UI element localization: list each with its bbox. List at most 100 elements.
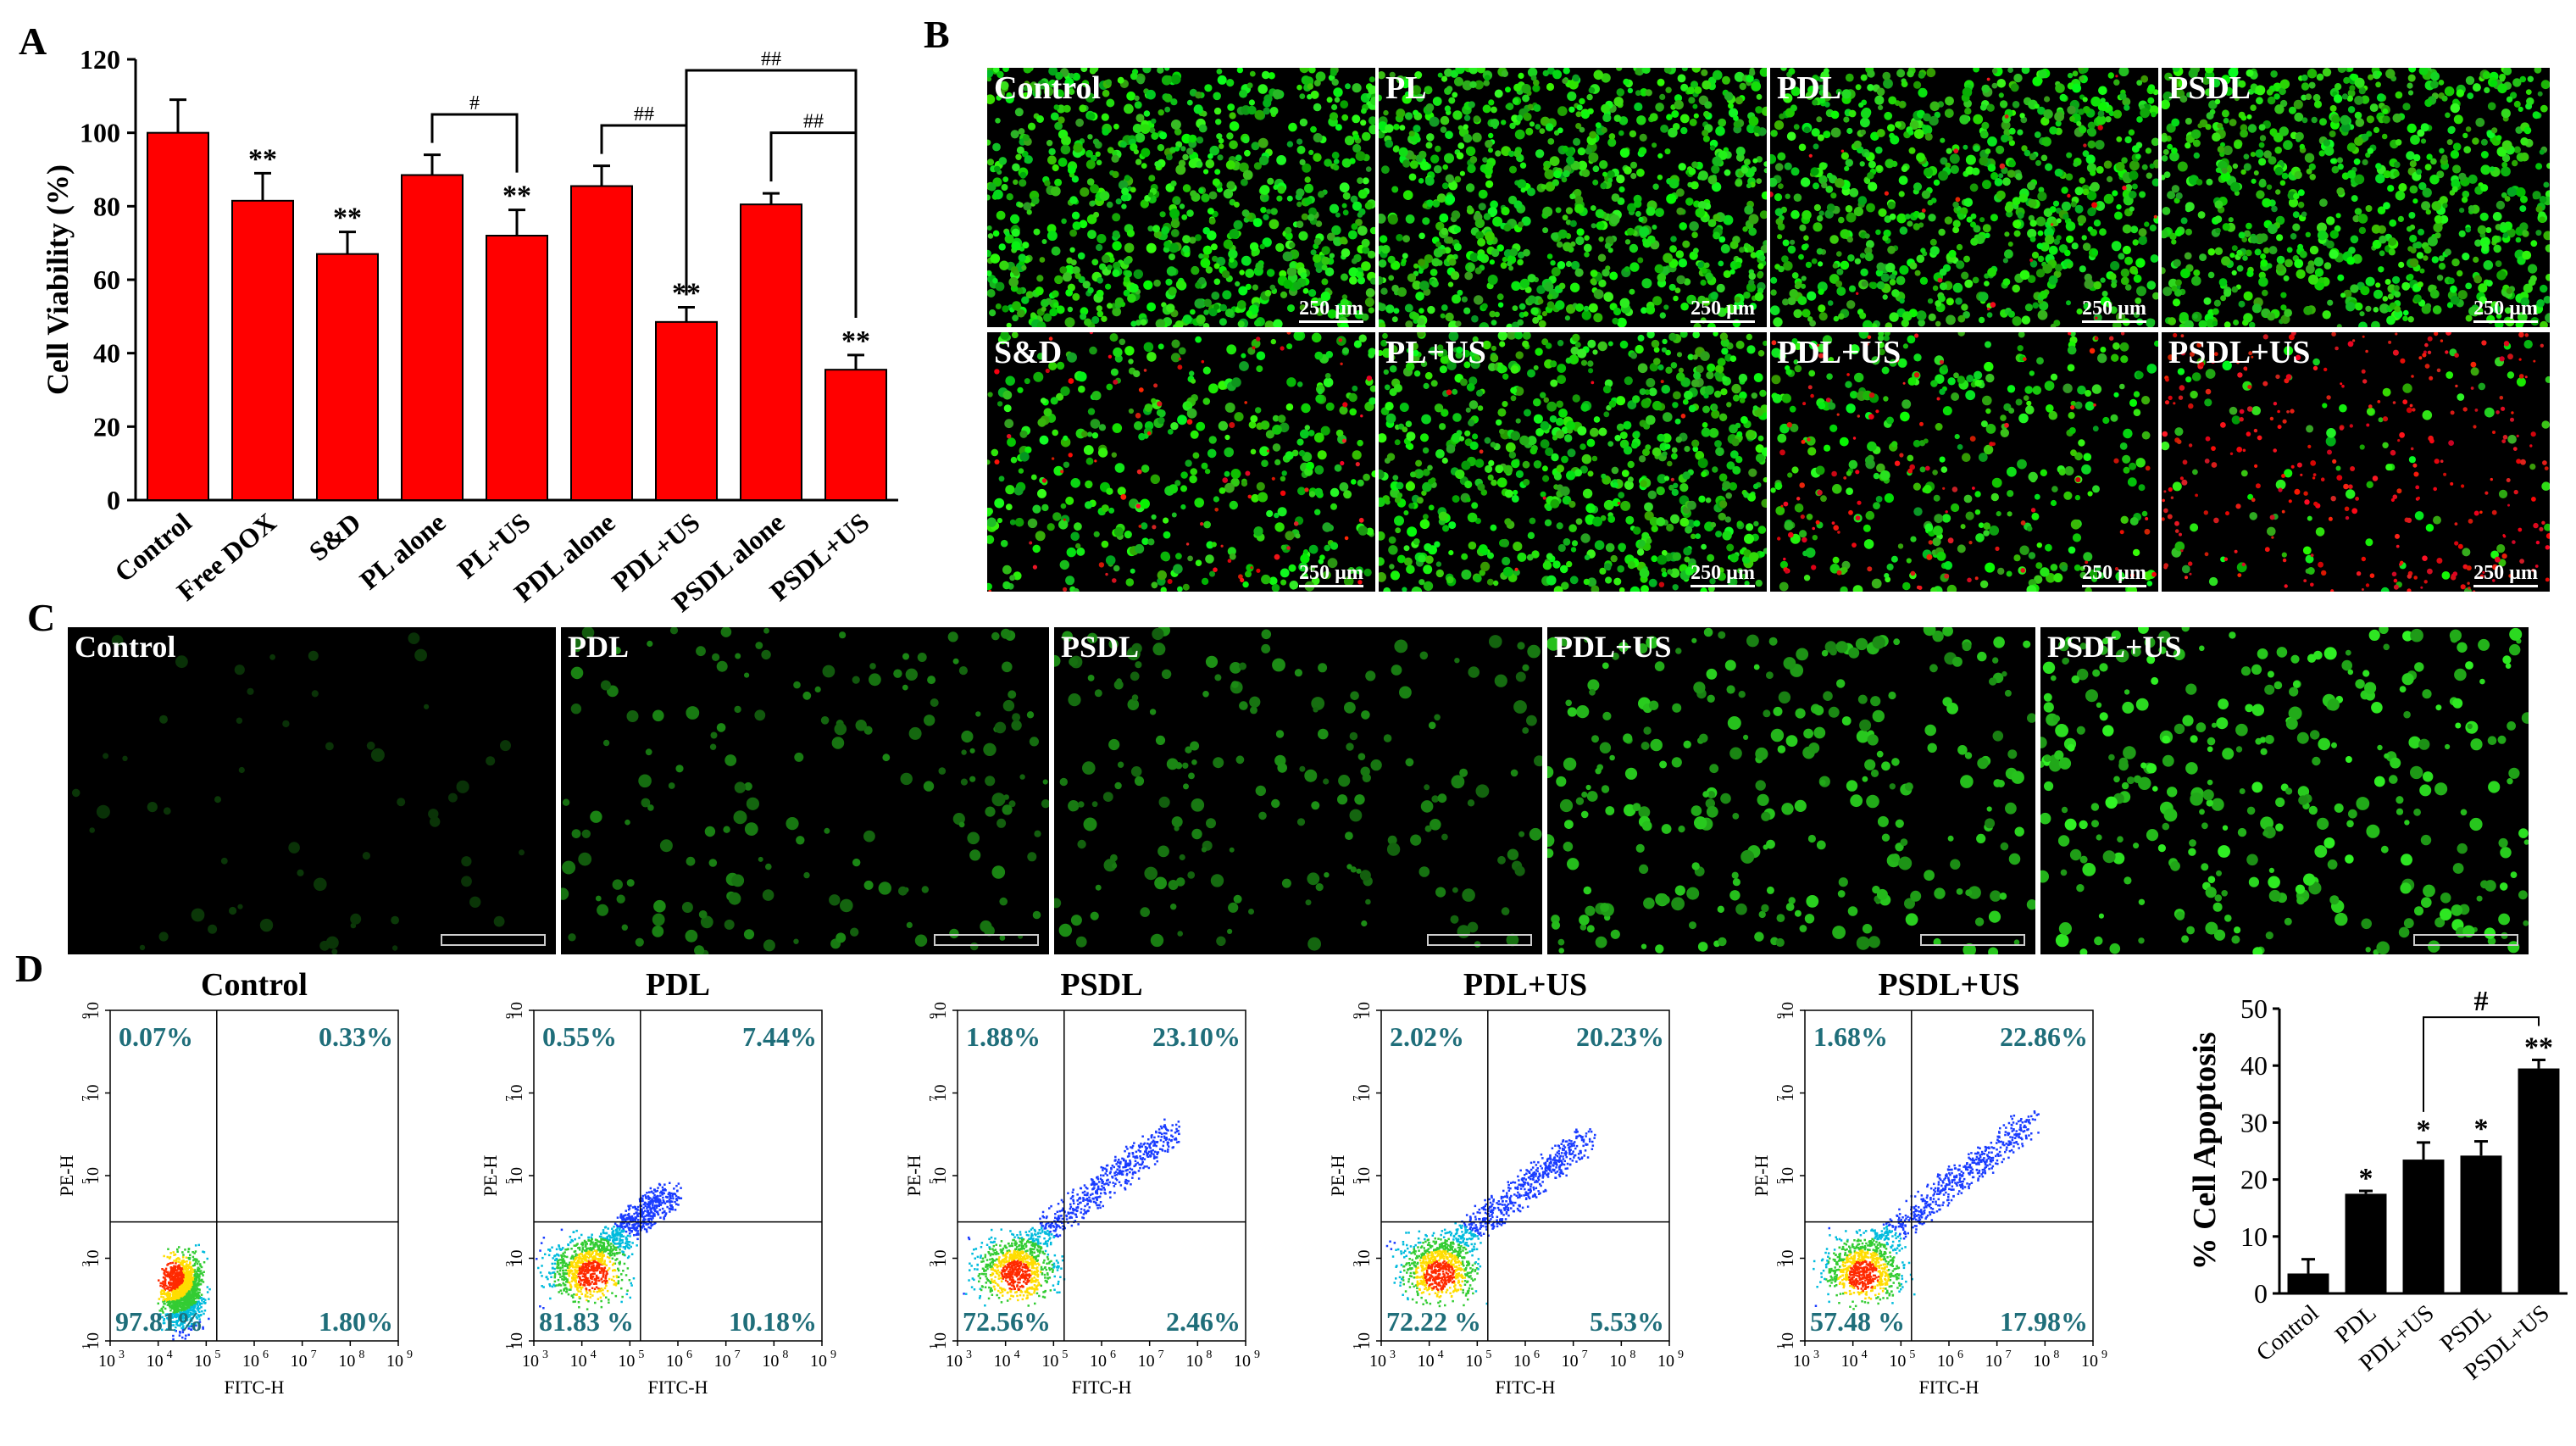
- y-tick-exponent: 5: [80, 1178, 93, 1184]
- cell-dots: [987, 68, 1375, 327]
- y-tick-exponent: 7: [928, 1096, 941, 1102]
- x-tick-label: 10: [1657, 1352, 1674, 1371]
- x-tick-label: 10: [1609, 1352, 1626, 1371]
- fluorescent-cells: [561, 627, 1049, 954]
- scale-bar: 250 µm: [2082, 562, 2146, 587]
- x-tick-exponent: 4: [591, 1349, 597, 1361]
- x-tick-exponent: 5: [1062, 1349, 1068, 1361]
- cell-dots: [2162, 68, 2550, 327]
- category-label: PL alone: [353, 507, 451, 596]
- bar: [740, 203, 802, 502]
- flow-plot-title: PSDL: [1060, 967, 1142, 1003]
- y-tick-label: 30: [2240, 1107, 2268, 1137]
- panel-label-b: B: [924, 13, 950, 56]
- x-tick-exponent: 5: [638, 1349, 644, 1361]
- significance-mark: *: [2359, 1163, 2373, 1194]
- x-tick-label: 10: [1889, 1352, 1906, 1371]
- flow-plot-psdl-us: PSDL+US1.68% 22.86%57.48 % 17.98%10 3 10 4 10 5…: [1754, 967, 2107, 1398]
- x-tick-label: 10: [386, 1352, 403, 1371]
- scale-bar: 250 µm: [2082, 298, 2146, 323]
- y-axis-title: Cell Viability (%): [41, 164, 75, 395]
- micrograph-label: PDL+US: [1777, 335, 1901, 370]
- x-tick-exponent: 4: [1014, 1349, 1020, 1361]
- fluorescent-cells: [2040, 627, 2529, 954]
- y-tick-exponent: 3: [1775, 1261, 1788, 1267]
- x-tick-exponent: 6: [1957, 1349, 1963, 1361]
- significance-bracket: [2423, 1016, 2540, 1112]
- quadrant-ll: 72.22 %: [1386, 1306, 1481, 1337]
- y-tick-label: 0: [2254, 1278, 2268, 1309]
- event-dots: [157, 1243, 211, 1341]
- y-tick-exponent: 7: [80, 1096, 93, 1102]
- quadrant-ll: 72.56%: [963, 1306, 1051, 1337]
- flow-plot-title: PDL: [646, 967, 710, 1003]
- x-tick-exponent: 3: [966, 1349, 972, 1361]
- x-tick-exponent: 9: [830, 1349, 836, 1361]
- bar: [570, 185, 633, 501]
- y-tick-label: 10: [2240, 1221, 2268, 1252]
- y-tick-exponent: 5: [1775, 1178, 1788, 1184]
- y-tick-label: 10: [931, 1250, 950, 1267]
- y-tick-label: 10: [1779, 1085, 1797, 1102]
- micrograph-label: PDL: [1777, 70, 1841, 106]
- y-tick-label: 10: [1355, 1002, 1374, 1019]
- x-tick-label: 10: [1465, 1352, 1482, 1371]
- x-axis-title: FITC-H: [1496, 1376, 1556, 1398]
- y-tick-label: 50: [2240, 993, 2268, 1024]
- ros-image-pdl: PDL: [561, 627, 1049, 954]
- x-tick-label: 10: [1513, 1352, 1530, 1371]
- ros-image-label: PSDL+US: [2047, 630, 2182, 664]
- panel-label-a: A: [19, 19, 47, 63]
- x-tick-label: 10: [1041, 1352, 1058, 1371]
- quadrant-ur: 7.44%: [742, 1021, 817, 1052]
- micrograph-label: PSDL+US: [2168, 335, 2311, 370]
- x-tick-exponent: 4: [1438, 1349, 1444, 1361]
- y-tick-exponent: 1: [80, 1343, 93, 1349]
- quadrant-lr: 1.80%: [319, 1306, 393, 1337]
- scale-bar: 250 µm: [1299, 298, 1363, 323]
- y-tick-label: 10: [931, 1332, 950, 1349]
- y-tick-exponent: 5: [1352, 1178, 1364, 1184]
- x-tick-exponent: 8: [1629, 1349, 1635, 1361]
- quadrant-ul: 1.68%: [1813, 1021, 1888, 1052]
- micrograph-label: S&D: [994, 335, 1063, 370]
- y-tick-label: 10: [84, 1250, 103, 1267]
- bar: [2402, 1160, 2445, 1293]
- fluorescent-cells: [1054, 627, 1542, 951]
- significance-bracket: [685, 69, 858, 318]
- scale-bar: [2413, 934, 2518, 946]
- x-axis-title: FITC-H: [1919, 1376, 1979, 1398]
- y-tick-exponent: 7: [504, 1096, 517, 1102]
- significance-mark: **: [333, 203, 362, 234]
- x-tick-label: 10: [522, 1352, 539, 1371]
- x-tick-label: 10: [98, 1352, 115, 1371]
- bar: [231, 199, 294, 501]
- x-tick-label: 10: [194, 1352, 211, 1371]
- x-tick-label: 10: [338, 1352, 355, 1371]
- x-tick-label: 10: [1185, 1352, 1202, 1371]
- y-tick-label: 100: [80, 118, 120, 148]
- micrograph-control: Control 250 µm: [987, 68, 1375, 327]
- y-tick-exponent: 3: [1352, 1261, 1364, 1267]
- micrograph-label: Control: [994, 70, 1101, 106]
- y-tick-label: 80: [93, 191, 120, 221]
- y-tick-exponent: 7: [1352, 1096, 1364, 1102]
- x-tick-exponent: 6: [263, 1349, 269, 1361]
- plot-frame: [533, 1009, 823, 1342]
- x-tick-exponent: 3: [119, 1349, 125, 1361]
- x-tick-label: 10: [1369, 1352, 1386, 1371]
- y-tick-label: 0: [107, 485, 120, 515]
- flow-plot-title: PSDL+US: [1878, 967, 2019, 1003]
- scale-bar: 250 µm: [1690, 298, 1755, 323]
- scale-bar: [441, 934, 546, 946]
- ros-image-psdl: PSDL: [1054, 627, 1542, 954]
- x-axis-title: FITC-H: [225, 1376, 285, 1398]
- y-tick-label: 10: [931, 1085, 950, 1102]
- cell-dots: [1379, 68, 1767, 327]
- micrograph-pl: PL 250 µm: [1379, 68, 1767, 327]
- plot-frame: [1804, 1009, 2094, 1342]
- y-axis-title: PE-H: [483, 1154, 501, 1196]
- y-tick-label: 10: [508, 1002, 526, 1019]
- y-tick-label: 10: [1355, 1085, 1374, 1102]
